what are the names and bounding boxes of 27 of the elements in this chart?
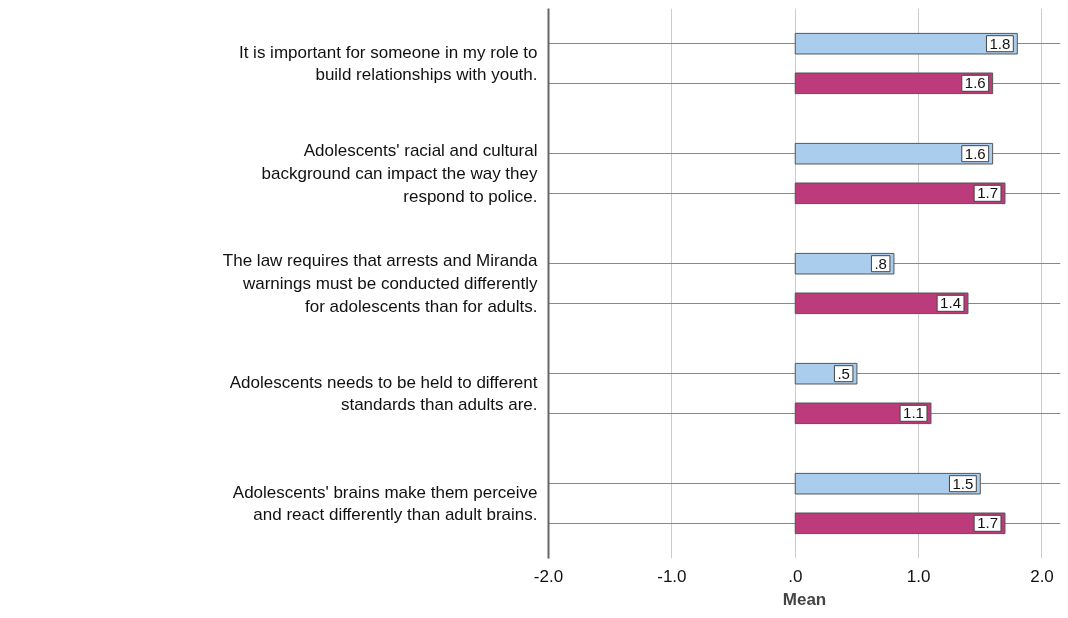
data-label: 1.6 [964, 74, 986, 92]
x-tick-label: -1.0 [657, 566, 687, 586]
bar [794, 72, 994, 95]
bar [794, 142, 994, 165]
y-tick-label: Adolescents needs to be held to different standards than adults are. [229, 372, 538, 415]
data-label: 1.1 [903, 404, 924, 422]
y-tick-label: Adolescents' brains make them perceive and react differently than adult brains. [232, 482, 538, 525]
data-label: 1.7 [977, 514, 998, 532]
y-tick-label: Adolescents' racial and cultural background can impact the way they respond to police. [261, 141, 538, 206]
y-tick-label: It is important for someone in my role to build relationships with youth. [238, 42, 538, 85]
y-tick-label: The law requires that arrests and Miranda warnings must be conducted differently for adolescents than for adults. [222, 251, 539, 316]
x-axis-title: Mean [782, 589, 827, 609]
data-label: 1.5 [952, 474, 974, 492]
data-label: .8 [874, 254, 887, 272]
bar [794, 512, 1006, 535]
data-label: 1.4 [940, 294, 961, 312]
x-tick-label: .0 [788, 566, 803, 586]
data-label: 1.7 [977, 184, 998, 202]
bar [794, 182, 1006, 205]
x-tick-label: 1.0 [906, 566, 931, 586]
x-tick-label: 2.0 [1030, 566, 1054, 586]
data-label: .5 [837, 364, 850, 382]
bar [794, 292, 969, 315]
x-tick-label: -2.0 [533, 566, 564, 586]
data-label: 1.6 [964, 144, 986, 162]
bar [794, 32, 1018, 55]
data-label: 1.8 [989, 34, 1011, 52]
